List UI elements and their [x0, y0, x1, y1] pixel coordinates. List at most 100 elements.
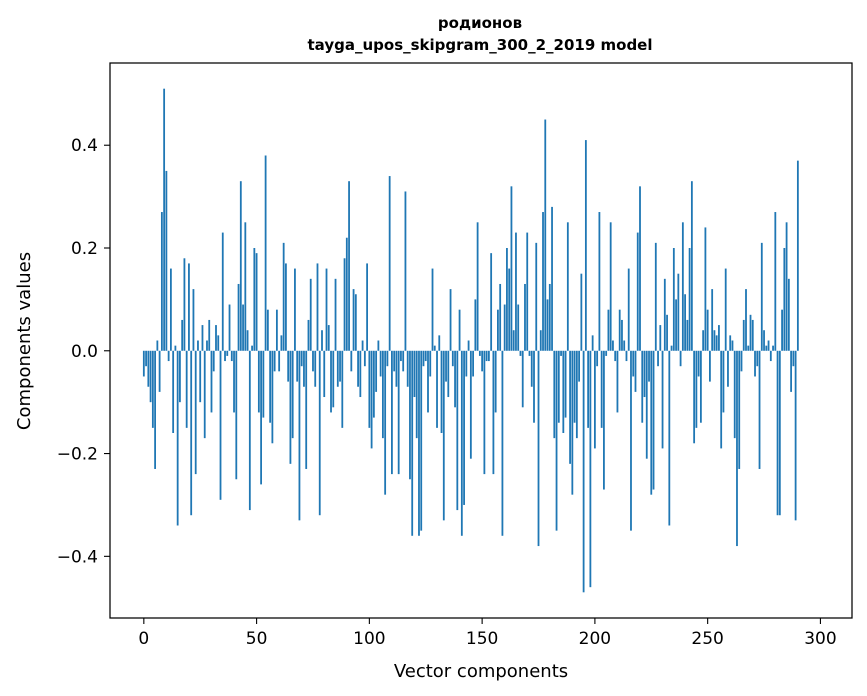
bar-281 — [776, 350, 779, 516]
bar-241 — [686, 319, 689, 351]
bar-248 — [702, 330, 705, 351]
bar-124 — [422, 350, 425, 367]
bar-131 — [438, 335, 441, 351]
bar-271 — [754, 350, 756, 377]
bar-136 — [449, 289, 452, 351]
bar-31 — [212, 350, 215, 372]
bar-235 — [672, 248, 675, 351]
bar-211 — [618, 309, 621, 351]
bar-282 — [778, 350, 781, 516]
bar-39 — [230, 350, 233, 362]
chart-title-line-2: tayga_upos_skipgram_300_2_2019 model — [308, 36, 653, 54]
bar-181 — [551, 206, 553, 351]
bar-176 — [539, 330, 542, 351]
bar-146 — [472, 350, 474, 377]
bar-76 — [314, 350, 317, 387]
bar-128 — [431, 268, 434, 351]
bar-74 — [309, 278, 312, 351]
bar-123 — [420, 350, 423, 531]
chart-title-line-1: родионов — [438, 14, 522, 32]
bar-261 — [731, 340, 734, 351]
bar-221 — [641, 350, 644, 423]
bar-125 — [424, 350, 427, 362]
bar-264 — [738, 350, 741, 469]
bar-35 — [221, 232, 224, 351]
bar-99 — [366, 263, 368, 351]
bar-21 — [190, 350, 193, 516]
bar-199 — [591, 335, 594, 351]
bar-53 — [262, 350, 265, 418]
bar-33 — [217, 335, 220, 351]
bar-73 — [307, 319, 310, 351]
bar-103 — [375, 350, 378, 392]
bar-137 — [451, 350, 454, 367]
bar-15 — [176, 350, 179, 526]
bar-232 — [666, 314, 668, 351]
bar-167 — [519, 350, 522, 356]
bar-170 — [526, 232, 529, 351]
bar-45 — [244, 222, 247, 351]
bar-231 — [663, 278, 666, 351]
bar-256 — [720, 350, 723, 449]
bar-92 — [350, 350, 353, 372]
bar-64 — [287, 350, 290, 382]
bar-129 — [433, 345, 436, 351]
bar-242 — [688, 248, 691, 351]
bar-165 — [515, 232, 517, 351]
bar-117 — [406, 350, 409, 387]
bar-6 — [156, 340, 159, 351]
bar-226 — [652, 350, 655, 490]
bar-78 — [318, 350, 321, 516]
bar-237 — [677, 273, 680, 351]
bar-10 — [165, 170, 168, 351]
bar-238 — [679, 350, 682, 367]
bar-56 — [269, 350, 272, 423]
bar-239 — [681, 222, 684, 351]
x-tick-label: 150 — [466, 629, 498, 649]
bar-38 — [228, 304, 231, 351]
bar-139 — [456, 350, 459, 511]
bar-200 — [593, 350, 596, 449]
bar-276 — [765, 345, 768, 351]
bar-40 — [233, 350, 235, 413]
bar-223 — [645, 350, 648, 459]
bar-166 — [517, 304, 520, 351]
bar-96 — [359, 350, 362, 398]
bar-68 — [296, 350, 299, 382]
bar-59 — [275, 309, 278, 351]
y-tick-label: 0.4 — [71, 136, 98, 156]
bar-152 — [485, 350, 488, 362]
bar-197 — [587, 350, 590, 428]
bar-178 — [544, 119, 547, 351]
bar-177 — [542, 212, 544, 351]
bar-289 — [794, 350, 797, 521]
bar-288 — [792, 350, 795, 367]
bar-266 — [742, 319, 745, 351]
bar-11 — [167, 350, 170, 362]
bar-141 — [460, 350, 463, 536]
bar-163 — [510, 186, 513, 351]
bar-106 — [381, 350, 384, 439]
bar-88 — [341, 350, 344, 428]
bar-198 — [589, 350, 592, 588]
bar-57 — [271, 350, 274, 444]
x-tick-label: 250 — [691, 629, 723, 649]
bar-196 — [584, 140, 587, 351]
bar-132 — [440, 350, 443, 433]
bar-230 — [661, 350, 664, 449]
bar-43 — [239, 181, 242, 351]
bar-109 — [388, 176, 391, 351]
bar-172 — [530, 350, 533, 387]
bar-111 — [393, 350, 396, 372]
bar-268 — [747, 345, 750, 351]
bar-174 — [535, 242, 538, 351]
bar-208 — [612, 340, 614, 351]
bar-18 — [183, 258, 186, 351]
bar-94 — [354, 294, 357, 351]
bar-8 — [160, 212, 163, 351]
bar-27 — [203, 350, 206, 439]
bar-279 — [772, 345, 774, 351]
x-tick-label: 100 — [353, 629, 385, 649]
bar-104 — [377, 340, 380, 351]
